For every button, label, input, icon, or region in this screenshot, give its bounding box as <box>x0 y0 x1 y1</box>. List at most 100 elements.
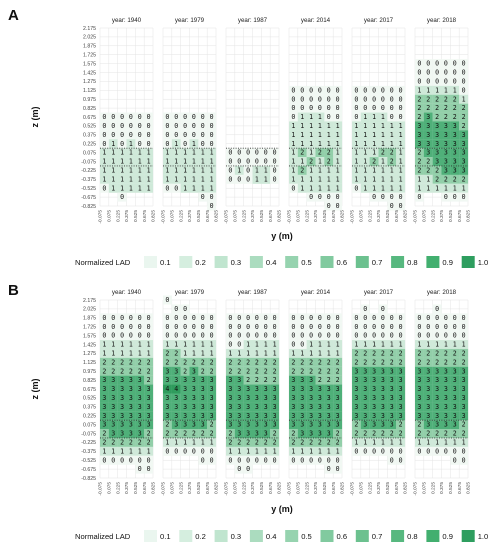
heat-cell <box>108 429 118 439</box>
cell-value: 1 <box>120 184 124 192</box>
heat-cell <box>135 357 145 367</box>
heat-cell <box>261 455 271 465</box>
cell-value: 3 <box>138 412 142 420</box>
cell-value: 0 <box>336 314 340 322</box>
heat-cell <box>135 340 145 350</box>
cell-value: 1 <box>210 341 214 349</box>
cell-value: 1 <box>354 140 358 148</box>
cell-value: 3 <box>444 421 448 429</box>
heat-cell <box>369 121 379 131</box>
y-tick-label: 1.575 <box>83 333 96 339</box>
cell-value: 2 <box>363 430 367 438</box>
heat-cell <box>333 94 343 104</box>
cell-value: 0 <box>246 332 250 340</box>
heat-cell <box>180 340 190 350</box>
cell-value: 3 <box>246 385 250 393</box>
heat-cell <box>450 68 460 78</box>
cell-value: 3 <box>354 376 358 384</box>
cell-value: 3 <box>453 122 457 130</box>
heat-cell <box>171 340 181 350</box>
cell-value: 1 <box>318 122 322 130</box>
heat-cell <box>207 192 217 202</box>
heat-cell <box>360 402 370 412</box>
cell-value: 2 <box>462 113 466 121</box>
heat-cell <box>432 446 442 456</box>
cell-value: 0 <box>246 175 250 183</box>
cell-value: 3 <box>201 376 205 384</box>
cell-value: 3 <box>435 403 439 411</box>
cell-value: 3 <box>444 394 448 402</box>
cell-value: 0 <box>120 140 124 148</box>
cell-value: 3 <box>453 131 457 139</box>
x-tick-label: 0.225 <box>367 482 373 494</box>
cell-value: 2 <box>426 167 430 175</box>
heat-cell <box>243 375 253 385</box>
heat-cell <box>180 157 190 167</box>
cell-value: 1 <box>381 131 385 139</box>
heat-cell <box>135 165 145 175</box>
cell-value: 3 <box>255 412 259 420</box>
cell-value: 2 <box>165 430 169 438</box>
cell-value: 0 <box>381 323 385 331</box>
cell-value: 0 <box>426 323 430 331</box>
cell-value: 0 <box>327 202 331 210</box>
cell-value: 1 <box>291 122 295 130</box>
cell-value: 1 <box>147 149 151 157</box>
cell-value: 3 <box>165 403 169 411</box>
heat-cell <box>189 437 199 447</box>
cell-value: 1 <box>309 447 313 455</box>
cell-value: 1 <box>102 175 106 183</box>
cell-value: 1 <box>444 86 448 94</box>
heat-cell <box>252 313 262 323</box>
cell-value: 3 <box>381 412 385 420</box>
heat-cell <box>396 103 406 113</box>
heat-cell <box>324 85 334 95</box>
cell-value: 1 <box>183 184 187 192</box>
cell-value: 3 <box>237 376 241 384</box>
heat-cell <box>324 384 334 394</box>
cell-value: 0 <box>147 131 151 139</box>
heat-cell <box>333 148 343 158</box>
heat-cell <box>360 366 370 376</box>
cell-value: 1 <box>165 158 169 166</box>
cell-value: 2 <box>417 104 421 112</box>
cell-value: 3 <box>165 412 169 420</box>
cell-value: 0 <box>318 104 322 112</box>
y-tick-labels: -0.825-0.675-0.525-0.375-0.225-0.0750.07… <box>81 26 96 210</box>
cell-value: 3 <box>417 376 421 384</box>
heat-cell <box>243 420 253 430</box>
heat-cell <box>369 384 379 394</box>
heat-cell <box>396 411 406 421</box>
x-tick-label: 0.525 <box>196 482 202 494</box>
x-tick-label: 0.375 <box>187 482 193 494</box>
heat-cell <box>198 348 208 358</box>
heat-cell <box>396 139 406 149</box>
heat-cell <box>432 348 442 358</box>
heat-cell <box>369 139 379 149</box>
cell-value: 3 <box>255 430 259 438</box>
cell-value: 3 <box>210 394 214 402</box>
cell-value: 3 <box>426 140 430 148</box>
cell-value: 3 <box>435 385 439 393</box>
heat-cell <box>117 357 127 367</box>
heat-cell <box>415 59 424 69</box>
cell-value: 2 <box>138 367 142 375</box>
cell-value: 0 <box>255 323 259 331</box>
heat-cell <box>396 384 406 394</box>
heat-cell <box>180 139 190 149</box>
heat-cell <box>432 139 442 149</box>
heat-cell <box>198 375 208 385</box>
cell-value: 2 <box>462 175 466 183</box>
heat-cell <box>352 420 361 430</box>
heat-cell <box>234 148 244 158</box>
heat-cell <box>163 295 172 305</box>
cell-value: 2 <box>102 439 106 447</box>
heat-cell <box>270 411 280 421</box>
cell-value: 0 <box>210 113 214 121</box>
cell-value: 0 <box>300 104 304 112</box>
heat-cell <box>396 174 406 184</box>
heat-cell <box>423 357 433 367</box>
heat-cell <box>163 429 172 439</box>
